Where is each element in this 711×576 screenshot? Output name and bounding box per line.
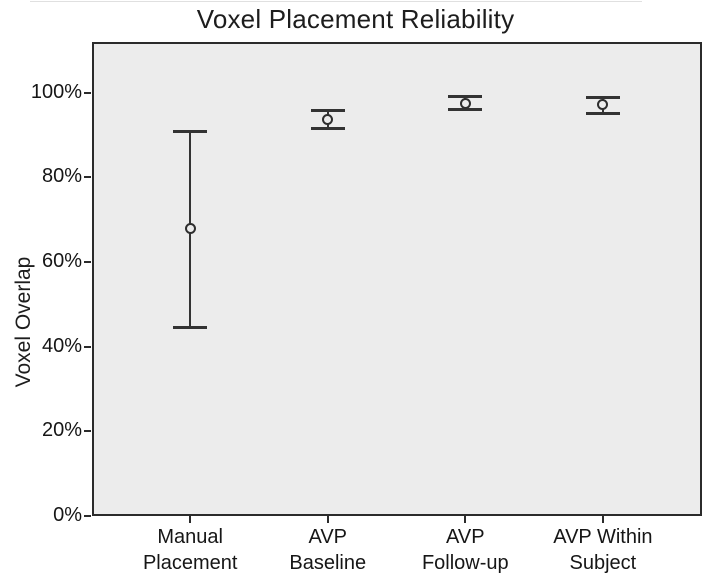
plot-area bbox=[92, 42, 702, 516]
x-axis-tick-label-line: Follow-up bbox=[421, 552, 509, 574]
mean-marker bbox=[597, 99, 609, 111]
x-axis-tick bbox=[326, 516, 329, 523]
x-axis-tick-label-line: Manual bbox=[157, 526, 223, 548]
mean-marker bbox=[322, 113, 334, 125]
x-axis-tick bbox=[189, 516, 192, 523]
error-bar-cap-top bbox=[448, 95, 483, 99]
y-axis-tick bbox=[84, 515, 91, 517]
y-axis-tick-label: 60% bbox=[41, 250, 82, 273]
x-axis-tick-label-line: AVP Within bbox=[553, 526, 653, 548]
x-axis-tick-label-line: AVP bbox=[308, 526, 348, 548]
y-axis-tick-label: 40% bbox=[41, 334, 82, 357]
x-axis-tick-label-line: Baseline bbox=[289, 552, 367, 574]
x-axis-tick-label: AVP Within Subject bbox=[528, 524, 678, 576]
x-axis-tick-label: AVP Follow-up bbox=[390, 524, 540, 576]
x-axis-tick-label-line: Subject bbox=[569, 552, 637, 574]
x-axis-tick-label-line: Placement bbox=[142, 552, 238, 574]
y-axis-tick bbox=[84, 261, 91, 264]
chart-title: Voxel Placement Reliability bbox=[196, 4, 515, 34]
y-axis-tick-label: 0% bbox=[53, 504, 82, 526]
y-axis-tick bbox=[84, 345, 91, 348]
error-bar-cap-bottom bbox=[310, 126, 345, 130]
x-axis-tick-label: Manual Placement bbox=[115, 524, 265, 576]
mean-marker bbox=[459, 97, 471, 109]
error-bar-cap-bottom bbox=[448, 108, 483, 112]
error-bar-cap-top bbox=[173, 129, 208, 133]
x-axis-tick bbox=[601, 516, 604, 523]
x-axis-tick bbox=[464, 516, 467, 523]
error-bar-cap-bottom bbox=[585, 112, 620, 116]
error-bar-cap-top bbox=[310, 108, 345, 112]
x-axis-tick-label: AVP Baseline bbox=[253, 524, 403, 576]
y-axis-tick-label: 80% bbox=[41, 165, 82, 188]
mean-marker bbox=[184, 223, 196, 235]
scan-artifact-line bbox=[30, 1, 642, 2]
x-axis-tick-label-line: AVP bbox=[446, 526, 485, 548]
y-axis-tick bbox=[84, 176, 91, 179]
y-axis-tick-label: 20% bbox=[41, 419, 82, 442]
y-axis-tick-label: 100% bbox=[30, 80, 82, 103]
error-bar-cap-top bbox=[585, 96, 620, 100]
y-axis-tick bbox=[84, 430, 91, 433]
y-axis-tick bbox=[84, 91, 91, 94]
error-bar-cap-bottom bbox=[173, 325, 208, 329]
